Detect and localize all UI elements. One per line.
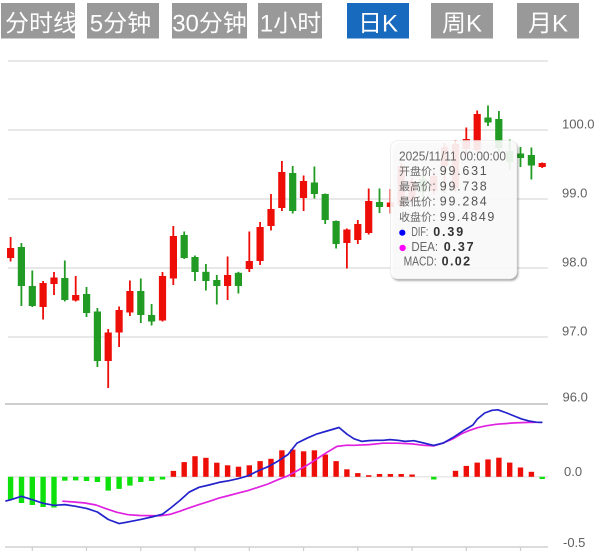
svg-text:100.0: 100.0 bbox=[562, 116, 595, 131]
svg-text:0.02: 0.02 bbox=[442, 255, 471, 269]
svg-text::: : bbox=[432, 195, 435, 209]
svg-text:5: 5 bbox=[90, 11, 103, 38]
svg-text:-0.5: -0.5 bbox=[563, 535, 585, 550]
svg-text:30: 30 bbox=[172, 11, 199, 38]
svg-text:2025/11/11 00:00:00: 2025/11/11 00:00:00 bbox=[399, 150, 506, 164]
svg-text:1: 1 bbox=[260, 11, 273, 38]
svg-text::: : bbox=[432, 179, 435, 193]
svg-text:99.0: 99.0 bbox=[562, 185, 587, 200]
svg-text:99.631: 99.631 bbox=[440, 164, 487, 178]
svg-text:97.0: 97.0 bbox=[562, 323, 587, 338]
svg-text:0.0: 0.0 bbox=[564, 464, 582, 479]
svg-text:MACD:: MACD: bbox=[404, 255, 437, 269]
svg-text:DEA:: DEA: bbox=[411, 240, 438, 254]
svg-text:0.39: 0.39 bbox=[433, 225, 463, 239]
svg-text::: : bbox=[432, 210, 435, 224]
svg-text:DIF:: DIF: bbox=[411, 225, 428, 239]
svg-text:K: K bbox=[382, 11, 398, 38]
svg-text::: : bbox=[432, 164, 435, 178]
svg-text:99.4849: 99.4849 bbox=[440, 210, 495, 224]
svg-text:99.284: 99.284 bbox=[440, 195, 487, 209]
svg-text:K: K bbox=[552, 11, 568, 38]
svg-text:0.37: 0.37 bbox=[444, 240, 474, 254]
svg-text:96.0: 96.0 bbox=[563, 390, 588, 405]
svg-text:98.0: 98.0 bbox=[562, 254, 587, 269]
svg-text:99.738: 99.738 bbox=[440, 179, 487, 193]
svg-text:K: K bbox=[466, 11, 482, 38]
